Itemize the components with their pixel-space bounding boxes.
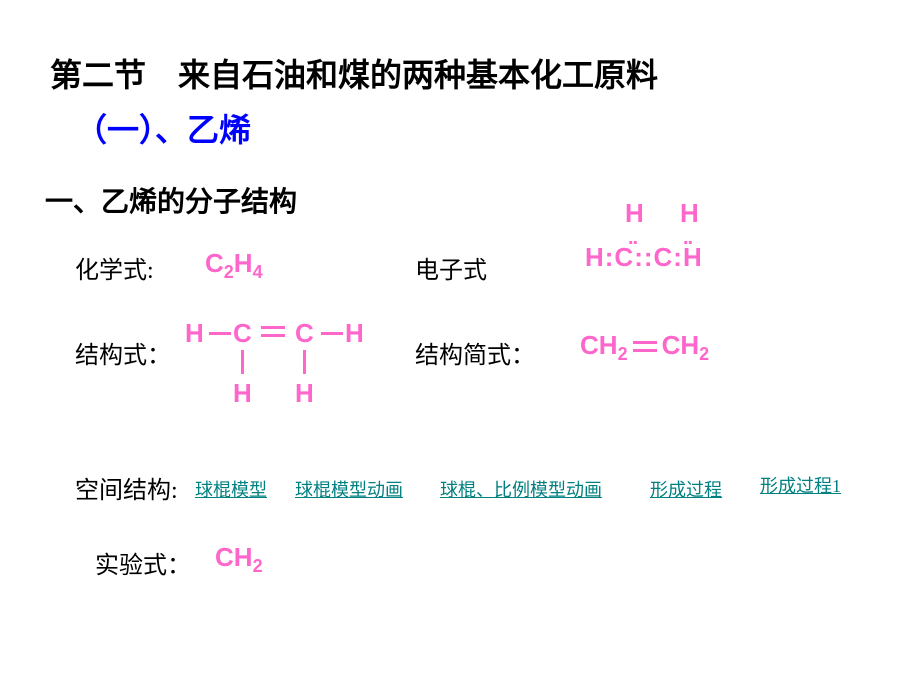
link-ball-stick-model[interactable]: 球棍模型 xyxy=(195,476,267,502)
label-electron-formula: 电子式 xyxy=(415,250,487,285)
label-chemical-formula: 化学式: xyxy=(75,250,154,285)
link-ball-stick-animation[interactable]: 球棍模型动画 xyxy=(295,476,403,502)
condensed-sub1: 2 xyxy=(618,344,628,364)
condensed-c1: CH xyxy=(580,330,618,360)
label-spatial-structure: 空间结构: xyxy=(75,470,178,505)
struct-h-bottom1: H xyxy=(233,380,252,406)
struct-h-bottom2: H xyxy=(295,380,314,406)
page-subtitle: （一）、乙烯 xyxy=(75,105,251,151)
electron-formula: H H .. .. H:C::C:H xyxy=(585,200,785,280)
struct-h2: H xyxy=(345,320,364,346)
electron-h-top2: H xyxy=(680,200,699,226)
empirical-sub: 2 xyxy=(253,556,263,576)
formula-h: H xyxy=(234,248,253,278)
link-formation-process-1[interactable]: 形成过程1 xyxy=(760,472,841,498)
structural-formula: H C C H H H xyxy=(185,320,385,430)
struct-c2: C xyxy=(295,320,314,346)
link-ball-stick-scale-animation[interactable]: 球棍、比例模型动画 xyxy=(440,476,602,502)
struct-c1: C xyxy=(233,320,252,346)
formula-sub1: 2 xyxy=(224,262,234,282)
condensed-formula: CH2CH2 xyxy=(580,330,709,365)
chemical-formula: C2H4 xyxy=(205,248,263,283)
condensed-c2: CH xyxy=(662,330,700,360)
label-structural-formula: 结构式： xyxy=(75,335,171,370)
condensed-sub2: 2 xyxy=(699,344,709,364)
formula-c: C xyxy=(205,248,224,278)
electron-h-top1: H xyxy=(625,200,644,226)
empirical-formula: CH2 xyxy=(215,542,263,577)
label-empirical-formula: 实验式： xyxy=(95,545,191,580)
link-formation-process[interactable]: 形成过程 xyxy=(650,476,722,502)
page-title: 第二节 来自石油和煤的两种基本化工原料 xyxy=(50,50,658,96)
struct-h1: H xyxy=(185,320,204,346)
empirical-base: CH xyxy=(215,542,253,572)
label-condensed-formula: 结构简式： xyxy=(415,335,535,370)
section-heading: 一、乙烯的分子结构 xyxy=(45,180,297,220)
formula-sub2: 4 xyxy=(253,262,263,282)
electron-main: H:C::C:H xyxy=(585,244,703,270)
